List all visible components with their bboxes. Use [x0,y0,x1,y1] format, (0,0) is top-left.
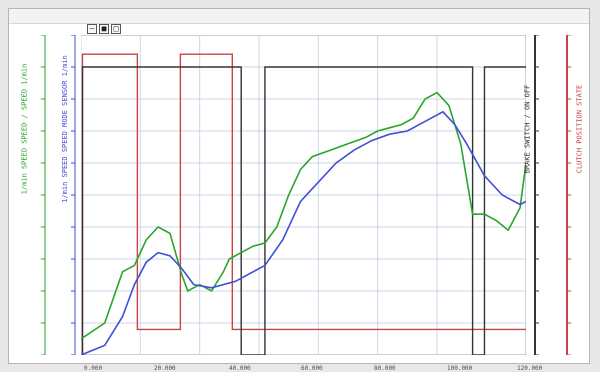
right-axis-black-label: BRAKE SWITCH / ON OFF [523,84,532,174]
stop-button[interactable]: ■ [99,24,109,34]
left-axis-blue-label: 1/min SPEED SPEED MODE SENSOR 1/min [60,55,69,203]
x-tick-20: 20.000 [154,365,176,372]
x-tick-100: 100.000 [447,365,473,372]
x-tick-80: 80.000 [374,365,396,372]
left-axis-green: 1/min SPEED SPEED / SPEED 1/min [20,35,49,355]
maximize-button[interactable]: □ [111,24,121,34]
chart-window: – ■ □ 1/min SPEED SPEED / SPEED 1/min 1/… [8,8,591,372]
x-tick-60: 60.000 [301,365,323,372]
plot-area [81,35,526,355]
minimize-button[interactable]: – [87,24,97,34]
window-top-strip [9,9,589,24]
left-axis-blue: 1/min SPEED SPEED MODE SENSOR 1/min [49,35,79,355]
x-tick-0: 0.000 [84,365,103,372]
right-axis-red: CLUTCH POSITION STATE [561,35,591,355]
right-axis-black: BRAKE SWITCH / ON OFF [523,35,561,355]
toolbar: – ■ □ [87,24,121,36]
x-tick-40: 40.000 [229,365,251,372]
series-line-3 [81,110,526,355]
series-line-1 [81,66,526,355]
series-line-2 [81,91,526,340]
x-tick-120: 120.000 [517,365,543,372]
plot-grid [81,35,526,355]
right-axis-red-label: CLUTCH POSITION STATE [575,84,584,174]
left-axis-green-label: 1/min SPEED SPEED / SPEED 1/min [20,63,29,195]
